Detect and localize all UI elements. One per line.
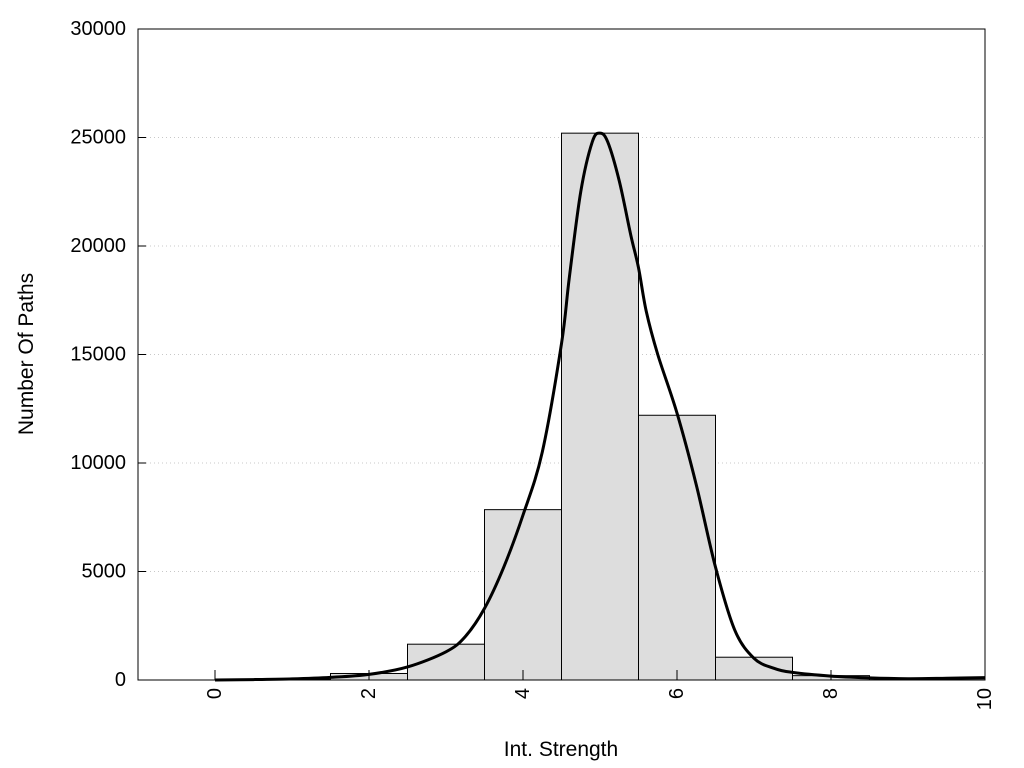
x-tick-label: 2	[358, 688, 380, 699]
y-tick-label: 15000	[70, 344, 126, 366]
y-tick-label: 0	[115, 669, 126, 691]
curve-layer	[214, 131, 986, 682]
density-curve-line	[214, 131, 986, 682]
x-tick-label: 0	[204, 688, 226, 699]
x-tick-label: 4	[512, 688, 534, 699]
histogram-bar	[715, 656, 793, 681]
y-tick-label: 30000	[70, 18, 126, 40]
labels-layer: 0 2 4 6 8 10 0 5000 10000 15000 20000 25000 30000	[70, 18, 996, 710]
y-tick-label: 5000	[82, 561, 127, 583]
ticks-layer	[138, 28, 986, 681]
y-tick-label: 20000	[70, 235, 126, 257]
y-axis-title: Number Of Paths	[15, 273, 38, 435]
x-tick-label: 10	[974, 688, 996, 710]
x-tick-label: 6	[666, 688, 688, 699]
y-tick-label: 10000	[70, 452, 126, 474]
bars-layer	[253, 132, 986, 681]
histogram-bar	[484, 509, 562, 681]
x-tick-label: 8	[820, 688, 842, 699]
histogram-bar	[561, 132, 639, 681]
histogram-bar	[638, 414, 716, 681]
x-axis-title: Int. Strength	[504, 738, 618, 761]
y-tick-label: 25000	[70, 127, 126, 149]
